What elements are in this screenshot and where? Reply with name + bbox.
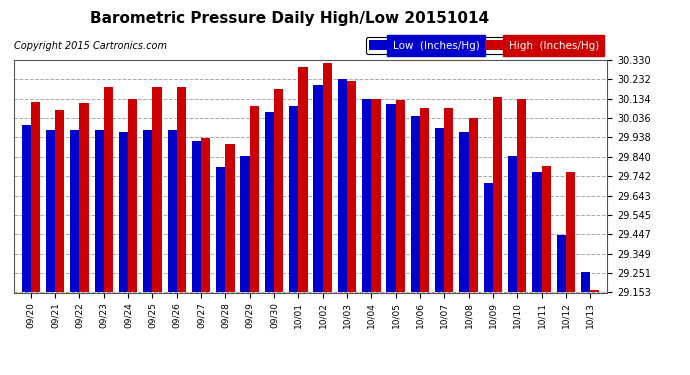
Bar xyxy=(323,63,332,292)
Bar xyxy=(484,183,493,292)
Bar xyxy=(420,108,429,292)
Text: Barometric Pressure Daily High/Low 20151014: Barometric Pressure Daily High/Low 20151… xyxy=(90,11,489,26)
Bar xyxy=(216,166,226,292)
Bar xyxy=(31,102,40,292)
Bar xyxy=(371,99,381,292)
Bar xyxy=(581,272,590,292)
Bar xyxy=(590,290,600,292)
Bar xyxy=(337,79,347,292)
Bar xyxy=(128,99,137,292)
Bar xyxy=(201,138,210,292)
Bar xyxy=(566,172,575,292)
Bar xyxy=(152,87,161,292)
Bar xyxy=(289,106,298,292)
Bar xyxy=(460,132,469,292)
Bar xyxy=(395,100,405,292)
Bar xyxy=(240,156,250,292)
Bar xyxy=(177,87,186,292)
Bar xyxy=(95,130,103,292)
Bar xyxy=(104,87,113,292)
Bar xyxy=(347,81,356,292)
Bar xyxy=(119,132,128,292)
Bar xyxy=(532,172,542,292)
Bar xyxy=(435,128,444,292)
Bar xyxy=(144,130,152,292)
Bar xyxy=(518,99,526,292)
Bar xyxy=(362,99,371,292)
Legend: Low  (Inches/Hg), High  (Inches/Hg): Low (Inches/Hg), High (Inches/Hg) xyxy=(366,37,602,54)
Bar xyxy=(250,106,259,292)
Bar xyxy=(386,105,395,292)
Bar xyxy=(21,125,31,292)
Bar xyxy=(46,130,55,292)
Bar xyxy=(265,112,274,292)
Bar xyxy=(557,235,566,292)
Bar xyxy=(168,130,177,292)
Text: Copyright 2015 Cartronics.com: Copyright 2015 Cartronics.com xyxy=(14,41,167,51)
Bar xyxy=(469,118,477,292)
Bar xyxy=(298,67,308,292)
Bar xyxy=(79,104,89,292)
Bar xyxy=(444,108,453,292)
Bar xyxy=(70,130,79,292)
Bar xyxy=(55,110,64,292)
Bar xyxy=(313,85,323,292)
Bar xyxy=(274,88,284,292)
Bar xyxy=(226,144,235,292)
Bar xyxy=(508,156,518,292)
Bar xyxy=(192,141,201,292)
Bar xyxy=(493,96,502,292)
Bar xyxy=(542,166,551,292)
Bar xyxy=(411,116,420,292)
